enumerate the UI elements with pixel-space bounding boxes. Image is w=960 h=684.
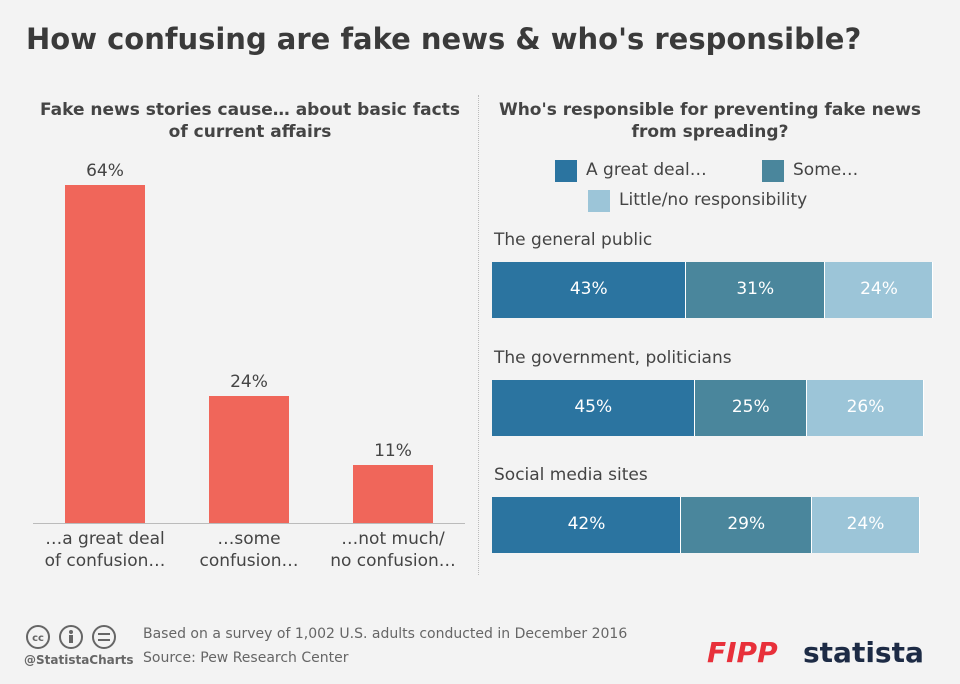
value-label: 42%	[567, 514, 606, 534]
bar-segment	[807, 380, 924, 436]
divider	[478, 95, 479, 575]
bar-segment	[811, 497, 920, 553]
note: Based on a survey of 1,002 U.S. adults c…	[143, 626, 628, 642]
bar-segment	[681, 497, 812, 553]
left-chart-title: Fake news stories cause… about basic fac…	[40, 100, 460, 142]
value-label: 31%	[736, 279, 775, 299]
svg-text:cc: cc	[32, 633, 44, 644]
source: Source: Pew Research Center	[143, 650, 349, 666]
value-label: 25%	[731, 397, 770, 417]
value-label: 43%	[569, 279, 608, 299]
category-label: …not much/ no confusion…	[330, 529, 456, 571]
value-label: 29%	[727, 514, 766, 534]
bar-segment	[492, 497, 681, 553]
bar-segment	[694, 380, 807, 436]
baseline	[33, 523, 465, 524]
legend-swatch	[555, 160, 577, 182]
row-label: The general public	[494, 230, 653, 250]
bar-segment	[825, 262, 933, 318]
legend-label: Some…	[793, 160, 859, 180]
value-label: 24%	[860, 279, 898, 299]
bar	[65, 185, 145, 523]
brand-logo: statista	[803, 636, 924, 669]
bar	[353, 464, 433, 523]
bar-segment	[492, 262, 686, 318]
bar	[209, 396, 289, 523]
bar-segment	[492, 380, 695, 436]
right-chart-title: Who's responsible for preventing fake ne…	[498, 100, 922, 142]
license-icons: cc	[26, 625, 116, 649]
category-label: …some confusion…	[199, 529, 299, 571]
legend-swatch	[762, 160, 784, 182]
row-label: The government, politicians	[494, 348, 732, 368]
value-label: 24%	[846, 514, 885, 534]
value-label: 64%	[86, 161, 124, 181]
legend-label: Little/no responsibility	[619, 190, 808, 210]
legend-swatch	[588, 190, 610, 212]
handle: @StatistaCharts	[24, 653, 134, 667]
bar-segment	[685, 262, 825, 318]
legend-label: A great deal…	[586, 160, 707, 180]
value-label: 26%	[846, 397, 885, 417]
row-label: Social media sites	[494, 465, 648, 485]
value-label: 11%	[374, 440, 412, 461]
value-label: 24%	[230, 372, 268, 393]
page-title: How confusing are fake news & who's resp…	[26, 22, 862, 56]
category-label: …a great deal of confusion…	[44, 529, 166, 571]
brand-logo: FIPP	[707, 636, 778, 669]
value-label: 45%	[574, 397, 613, 417]
